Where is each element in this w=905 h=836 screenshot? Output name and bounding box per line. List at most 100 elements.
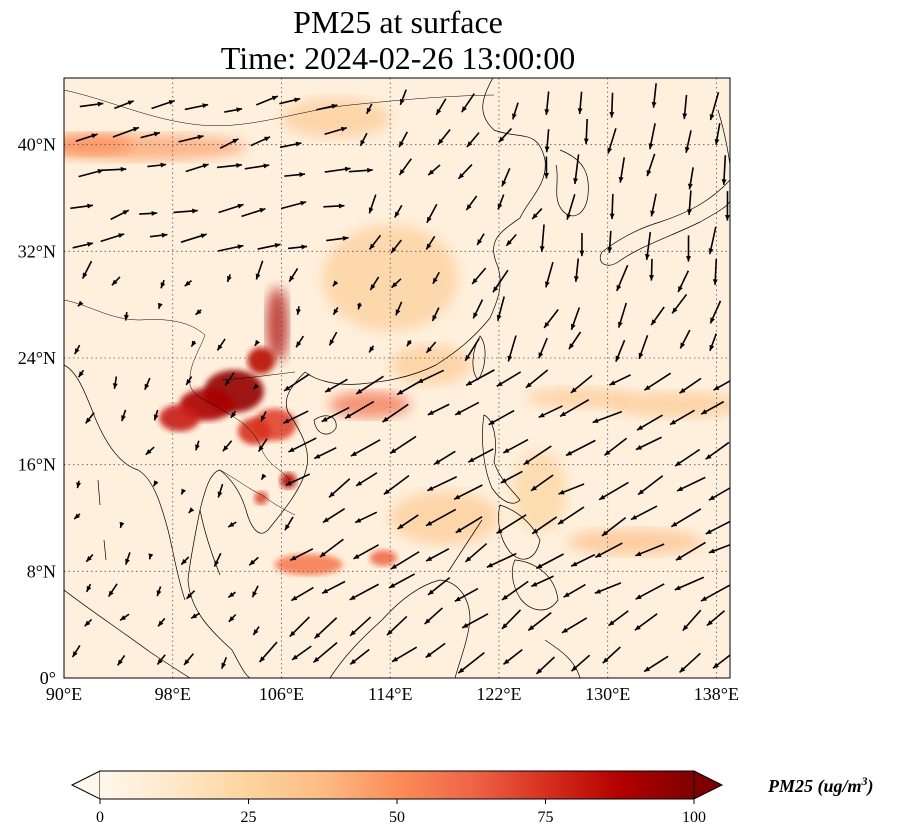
wind-arrow [416,369,445,384]
wind-arrow [313,446,337,460]
pm25-hotspot [281,98,391,138]
wind-arrow [467,448,494,463]
wind-arrow [709,300,722,324]
wind-arrow [328,478,351,498]
wind-arrow [254,339,260,347]
wind-arrow [228,613,237,623]
wind-arrow [323,203,345,209]
wind-arrow [570,374,593,394]
wind-arrow [284,516,294,531]
wind-arrow [570,553,596,567]
wind-arrow [260,473,267,481]
wind-arrow [382,403,409,423]
wind-arrow [714,123,721,145]
wind-arrow [156,654,166,666]
wind-arrow [544,129,550,153]
wind-arrow [279,141,302,149]
wind-arrow [712,258,718,285]
wind-arrow [705,520,730,535]
wind-arrow [558,483,585,495]
wind-arrow [355,472,378,487]
coastline-taiwan [472,335,486,381]
wind-arrow [195,309,202,316]
wind-arrow [260,411,267,422]
wind-arrow [180,488,187,495]
pm25-hotspot [247,347,275,374]
wind-arrow [465,195,478,211]
wind-arrow [296,306,301,315]
wind-arrow [724,191,730,221]
wind-arrow [638,335,649,360]
wind-arrow [220,656,228,670]
wind-vector-layer [70,83,730,675]
wind-arrow [471,267,487,285]
wind-arrow [252,626,260,636]
wind-arrow [635,583,665,600]
wind-arrow [77,300,84,307]
wind-arrow [573,154,580,185]
wind-arrow [213,552,222,567]
wind-arrow [496,371,522,388]
coastline-japan [599,179,730,266]
wind-arrow [708,226,717,255]
wind-arrow [583,118,589,145]
wind-arrow [454,401,480,416]
coastline-indochina [187,371,308,678]
wind-arrow [357,302,363,310]
wind-arrow [523,445,552,466]
wind-arrow [712,654,730,669]
colorbar-extend-max [693,770,724,800]
wind-arrow [74,344,81,355]
longitude-tick-label: 138°E [694,684,739,704]
wind-arrow [618,157,626,183]
wind-arrow [222,440,233,452]
wind-arrow [110,209,130,221]
coastline-layer [64,78,730,678]
wind-arrow [185,590,196,600]
wind-arrow [282,410,309,424]
pm25-hotspot [607,391,730,418]
wind-arrow [465,369,495,387]
wind-arrow [535,656,556,675]
colorbar-ticks: 0 25 50 75 100 [96,799,706,826]
wind-arrow [119,613,130,622]
wind-arrow [472,299,484,319]
wind-arrow [607,128,617,154]
wind-arrow [671,293,688,314]
wind-arrow [386,615,408,636]
wind-arrow [217,483,224,498]
coastline-palawan [447,519,483,573]
wind-arrow [497,194,505,210]
pm25-hotspot [237,418,271,445]
wind-arrow [349,616,372,637]
wind-arrow [394,204,403,218]
wind-arrow [453,484,483,501]
colorbar-tick-label: 75 [538,809,554,826]
wind-arrow [427,403,450,416]
wind-arrow [350,439,381,457]
wind-arrow [706,610,726,627]
wind-arrow [646,153,656,177]
wind-arrow [112,126,140,138]
wind-arrow [708,543,730,554]
wind-arrow [579,233,585,257]
wind-arrow [461,93,475,113]
wind-arrow [634,613,658,631]
wind-arrow [153,409,159,421]
wind-arrow [321,580,346,595]
wind-arrow [535,553,564,570]
wind-arrow [251,585,259,598]
wind-arrow [669,409,695,426]
wind-arrow [679,377,702,394]
wind-arrow [617,302,628,328]
wind-arrow [557,506,585,525]
wind-arrow [425,642,446,659]
wind-arrow [684,130,692,153]
wind-arrow [224,372,235,387]
wind-arrow [388,573,416,589]
wind-arrow [650,193,657,217]
wind-arrow [644,231,652,260]
wind-arrow [183,653,195,666]
latitude-tick-label: 40°N [18,135,56,155]
